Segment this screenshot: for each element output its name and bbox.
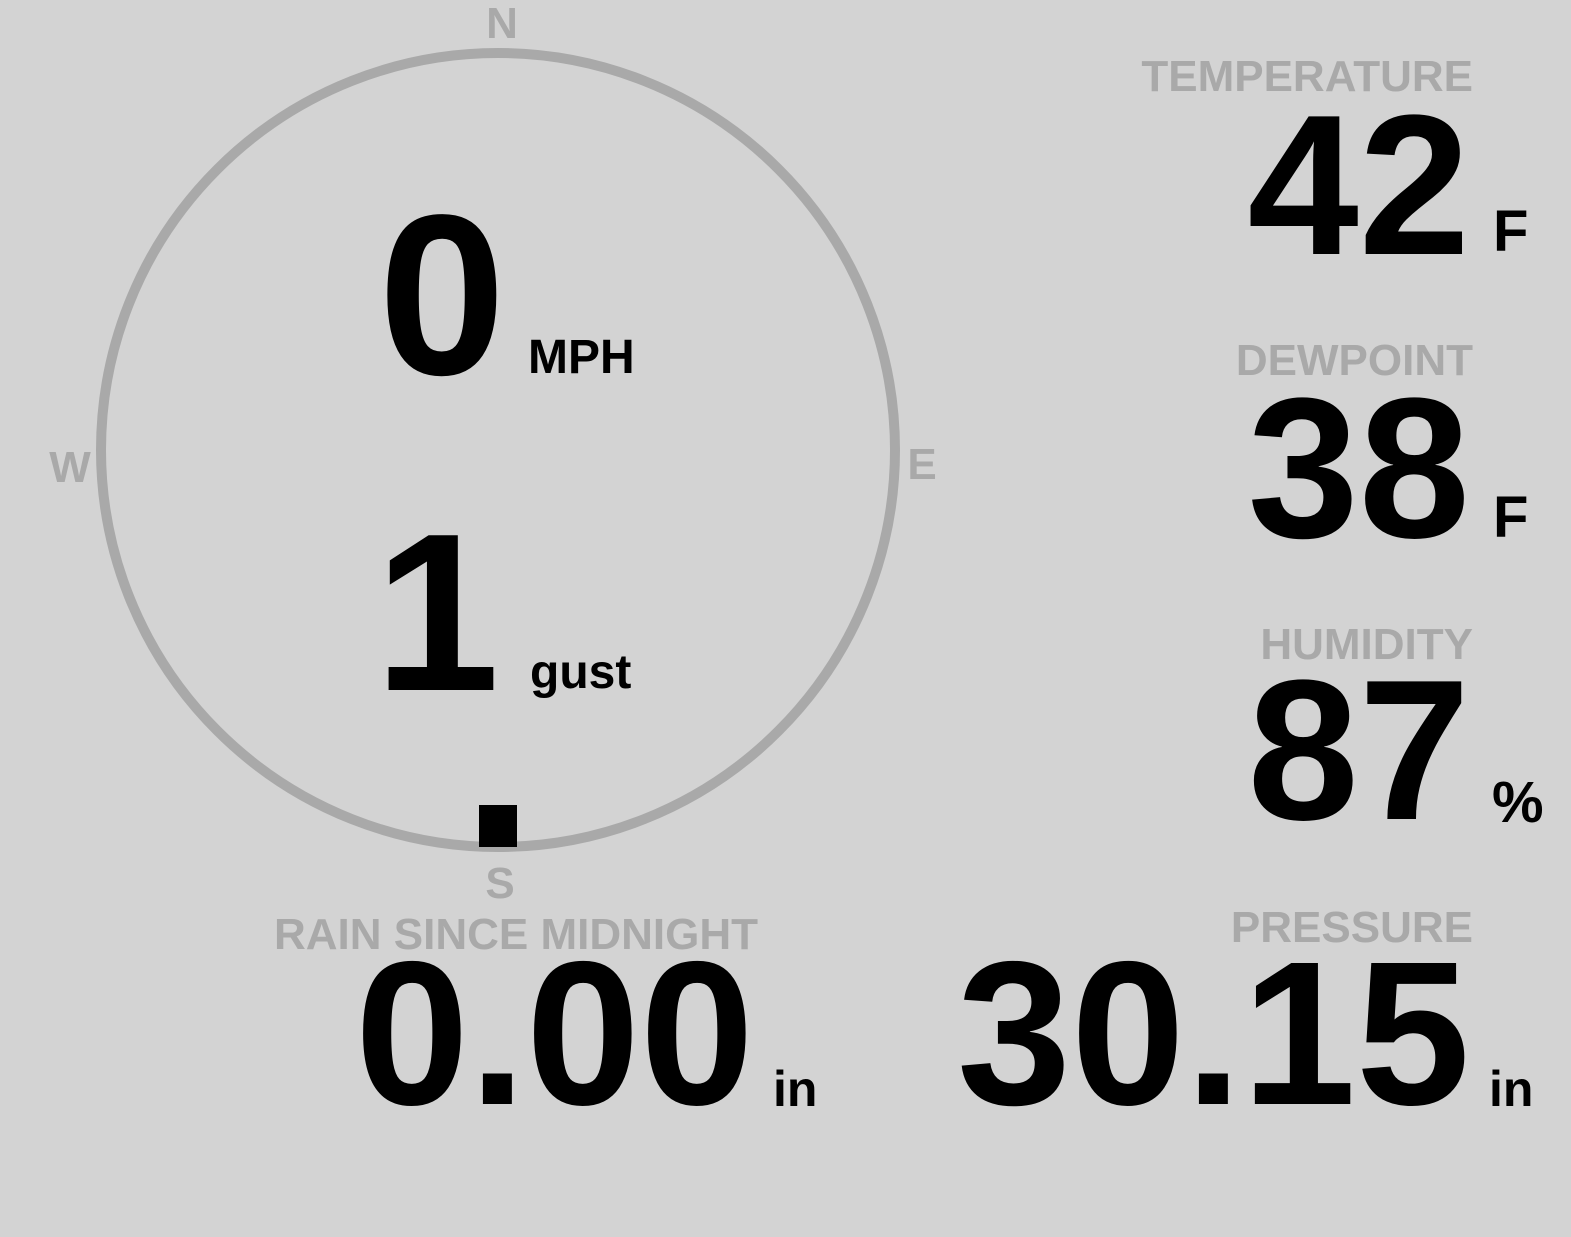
compass-south: S <box>485 859 515 908</box>
rain-value: 0.00 <box>355 919 754 1148</box>
dewpoint-value: 38 <box>1247 357 1470 580</box>
temperature-unit: F <box>1493 199 1529 264</box>
dewpoint-label: DEWPOINT <box>1235 336 1473 385</box>
pressure-label: PRESSURE <box>1230 903 1473 952</box>
compass-north: N <box>486 0 518 48</box>
wind-gust-unit: gust <box>530 646 632 699</box>
compass-east: E <box>907 440 937 489</box>
wind-direction-marker-square <box>479 805 517 847</box>
rain-unit: in <box>773 1061 818 1117</box>
wind-direction-marker <box>479 805 517 847</box>
compass-west: W <box>49 443 91 492</box>
temperature-label: TEMPERATURE <box>1141 52 1473 101</box>
humidity-label: HUMIDITY <box>1260 620 1473 669</box>
wind-speed-value: 0 <box>378 167 506 423</box>
rain-label: RAIN SINCE MIDNIGHT <box>274 910 758 959</box>
pressure-unit: in <box>1489 1061 1534 1117</box>
humidity-unit: % <box>1492 770 1544 835</box>
temperature-value: 42 <box>1247 74 1470 297</box>
pressure-value: 30.15 <box>956 919 1470 1148</box>
wind-speed-unit: MPH <box>528 331 635 384</box>
dewpoint-unit: F <box>1493 485 1529 550</box>
wind-gust-value: 1 <box>374 486 500 738</box>
humidity-value: 87 <box>1247 639 1470 862</box>
